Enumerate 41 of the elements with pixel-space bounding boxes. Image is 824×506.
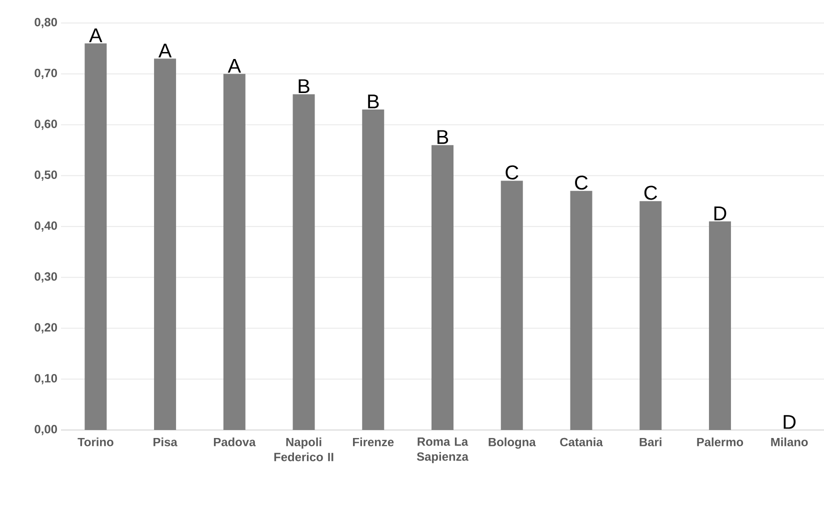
bar xyxy=(640,201,662,430)
y-tick-label: 0,00 xyxy=(34,424,57,436)
x-tick-label: Napoli Federico II xyxy=(274,438,334,462)
annotation: B xyxy=(368,94,379,108)
annotation: A xyxy=(158,44,172,58)
y-tick-label: 0,10 xyxy=(34,374,57,384)
y-tick-label: 0,50 xyxy=(34,170,57,181)
annotation: C xyxy=(506,165,518,180)
annotation: A xyxy=(228,58,242,73)
x-tick-label: Firenze xyxy=(353,438,394,446)
bar xyxy=(570,190,592,430)
bar xyxy=(84,43,107,430)
x-tick-label: Milano xyxy=(771,438,808,446)
x-tick-label: Torino xyxy=(78,438,114,446)
bar xyxy=(154,58,176,430)
annotation: B xyxy=(438,130,448,144)
annotation: C xyxy=(644,186,658,200)
annotation: D xyxy=(714,206,726,220)
x-tick-label: Pisa xyxy=(154,438,178,446)
x-tick-label: Roma La Sapienza xyxy=(416,438,468,464)
annotation: A xyxy=(89,28,102,42)
x-tick-label: Palermo xyxy=(697,438,744,446)
bar xyxy=(708,221,731,430)
y-tick-label: 0,20 xyxy=(34,323,57,334)
y-tick-label: 0,80 xyxy=(34,18,57,28)
bar xyxy=(292,94,315,430)
x-tick-label: Bari xyxy=(640,438,662,446)
y-tick-label: 0,60 xyxy=(34,120,57,130)
bar xyxy=(432,145,454,430)
annotation: D xyxy=(784,415,796,429)
x-tick-label: Padova xyxy=(214,438,256,446)
annotation: C xyxy=(575,176,588,190)
y-tick-label: 0,30 xyxy=(34,272,57,282)
x-tick-label: Bologna xyxy=(488,438,536,449)
y-tick-label: 0,70 xyxy=(34,68,57,79)
bar xyxy=(500,180,523,430)
y-tick-label: 0,40 xyxy=(34,221,57,232)
x-tick-label: Catania xyxy=(560,438,603,446)
bar xyxy=(223,74,246,430)
annotation: B xyxy=(298,79,310,94)
bar xyxy=(362,109,384,430)
